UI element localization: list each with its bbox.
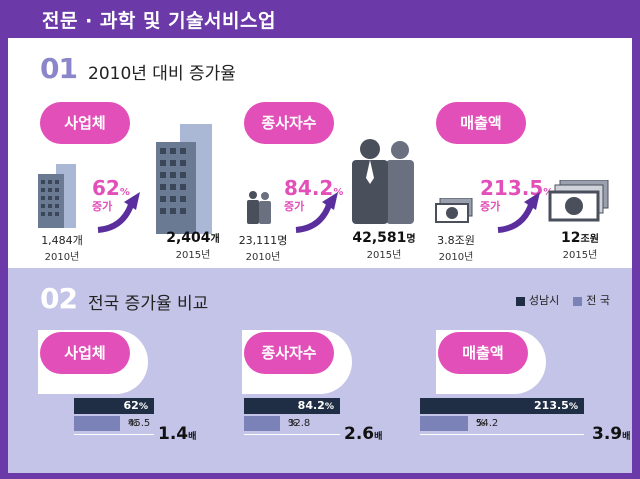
sales-2015: 12조원 2015년 [561,230,599,261]
section1-panel: 01 2010년 대비 증가율 사업체 1,484개 2010년 62% 증가 [8,38,632,268]
building-large-icon [154,124,214,238]
section2-title: 전국 증가율 비교 [88,294,209,314]
bar-national-sales: 54.2% [420,416,498,431]
bubble-sales-compare: 매출액 [438,332,528,374]
people-small-icon [244,190,274,228]
employees-2015: 42,581명 2015년 [352,230,416,261]
section1-title: 2010년 대비 증가율 [88,64,236,84]
header: 전문 · 과학 및 기술서비스업 [0,0,640,38]
section2-number: 02 [40,282,78,315]
bubble-employees: 종사자수 [244,102,334,144]
multiple-employees: 2.6배 [344,424,383,444]
growth-arrow-icon [295,192,338,233]
sales-2010: 3.8조원 2010년 [437,234,475,263]
bubble-sales: 매출액 [436,102,526,144]
business-pct: 62% 증가 [92,176,130,213]
employees-2010: 23,111명 2010년 [238,234,288,263]
bar-national-employees: 32.8% [244,416,310,431]
legend-seongnam: 성남시 [515,294,559,307]
people-large-icon [346,138,420,228]
business-2015: 2,404개 2015년 [166,230,220,261]
legend-national: 전 국 [573,294,610,307]
bar-seongnam-employees: 84.2% [244,398,340,414]
bubble-business: 사업체 [40,102,130,144]
money-small-icon [434,197,474,228]
section1-number: 01 [40,52,78,85]
bar-seongnam-business: 62% [74,398,154,414]
money-large-icon [548,179,610,226]
multiple-business: 1.4배 [158,424,197,444]
bar-national-business: 45.5% [74,416,150,431]
multiple-sales: 3.9배 [592,424,631,444]
section2-panel: 02 전국 증가율 비교 성남시 전 국 사업체 62% 45.5% 1.4배 … [8,268,632,473]
business-2010: 1,484개 2010년 [41,234,83,263]
legend: 성남시 전 국 [515,292,610,308]
growth-arrow-icon [97,192,140,233]
building-small-icon [36,158,78,232]
sales-pct: 213.5% 증가 [480,176,554,213]
bubble-employees-compare: 종사자수 [244,332,334,374]
growth-arrow-icon [497,192,540,233]
bubble-business-compare: 사업체 [40,332,130,374]
bar-seongnam-sales: 213.5% [420,398,584,414]
page-title: 전문 · 과학 및 기술서비스업 [42,10,276,32]
employees-pct: 84.2% 증가 [284,176,344,213]
